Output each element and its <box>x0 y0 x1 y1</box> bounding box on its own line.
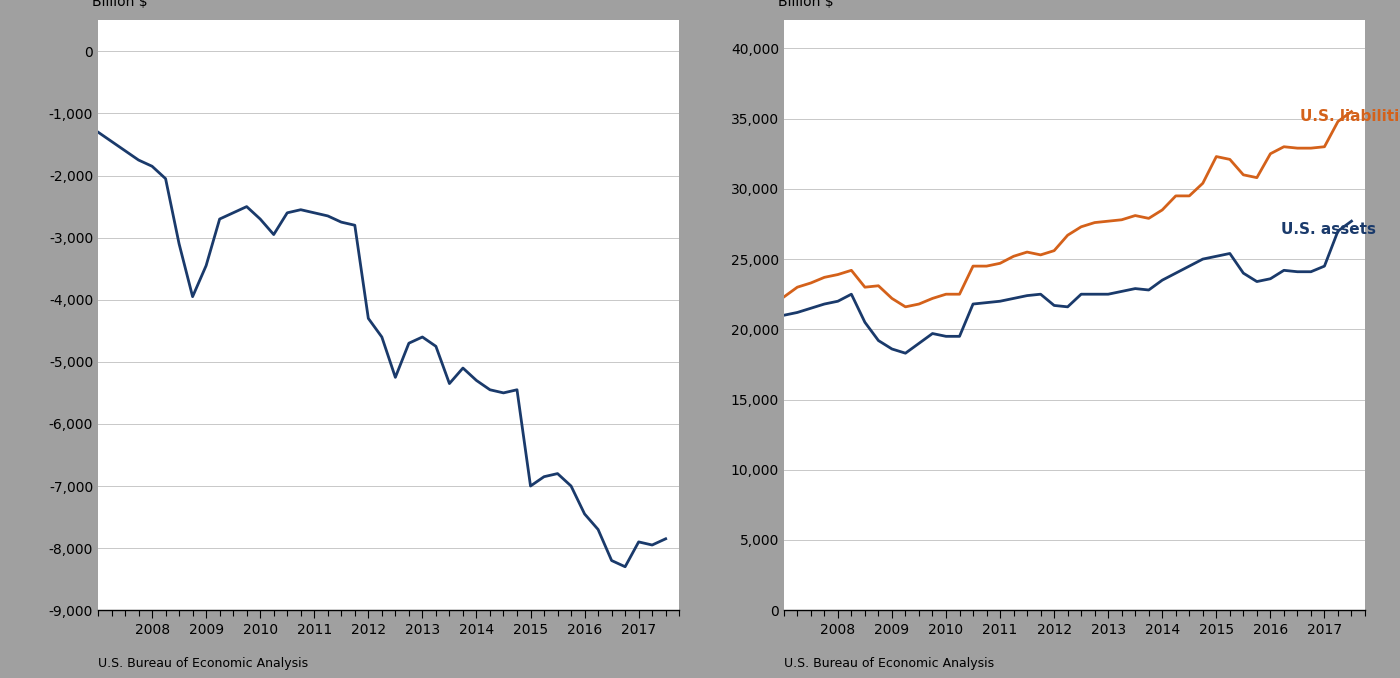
Text: U.S. Bureau of Economic Analysis: U.S. Bureau of Economic Analysis <box>98 658 308 671</box>
Text: U.S. Bureau of Economic Analysis: U.S. Bureau of Economic Analysis <box>784 658 994 671</box>
Text: U.S. assets: U.S. assets <box>1281 222 1376 237</box>
Text: Billion $: Billion $ <box>778 0 833 9</box>
Text: Billion $: Billion $ <box>92 0 148 9</box>
Text: U.S. liabilities: U.S. liabilities <box>1301 109 1400 125</box>
